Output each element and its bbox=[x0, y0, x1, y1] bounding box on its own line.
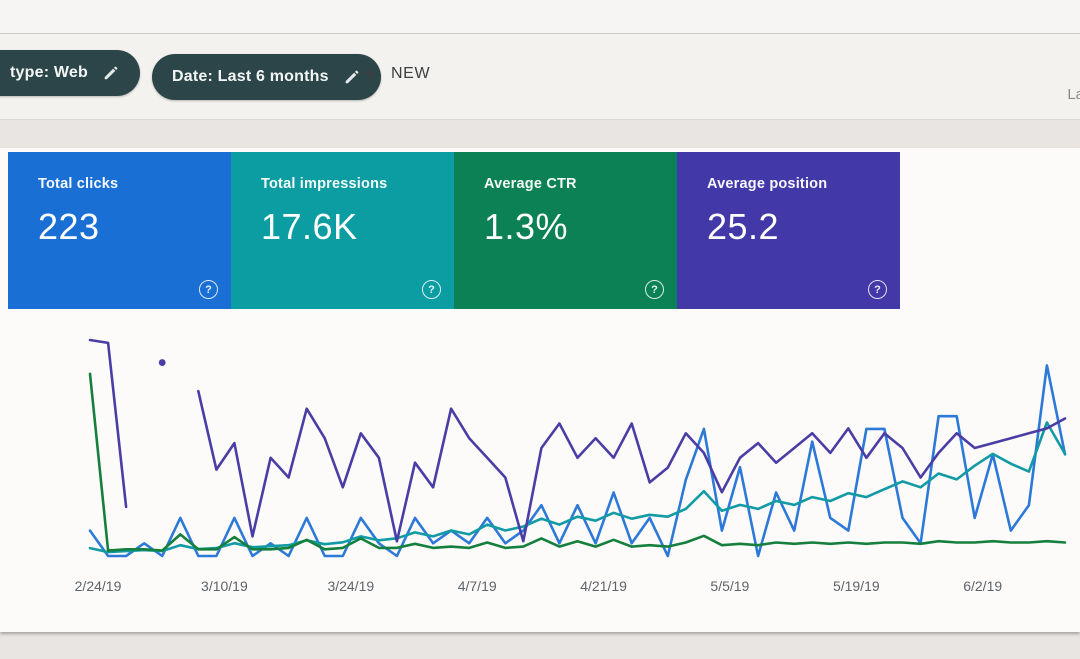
new-button-label: NEW bbox=[391, 65, 431, 82]
filter-chip-search-type[interactable]: type: Web bbox=[0, 50, 140, 96]
metric-card-value: 17.6K bbox=[261, 206, 358, 247]
help-icon[interactable]: ? bbox=[422, 280, 441, 299]
metric-card-value: 25.2 bbox=[707, 206, 780, 247]
metric-card-label: Average CTR bbox=[484, 176, 577, 192]
metric-card-label: Average position bbox=[707, 176, 828, 192]
x-axis-label: 4/21/19 bbox=[580, 578, 627, 594]
last-updated-text-truncated: La bbox=[1067, 86, 1080, 103]
metric-card-average-ctr[interactable]: Average CTR 1.3% ? bbox=[454, 152, 677, 309]
chart-line-impressions bbox=[88, 421, 1067, 554]
metric-card-value: 223 bbox=[38, 206, 100, 247]
performance-panel: Total clicks 223 ? Total impressions 17.… bbox=[0, 148, 1080, 632]
metric-card-value: 1.3% bbox=[484, 206, 569, 247]
x-axis-label: 6/2/19 bbox=[963, 578, 1002, 594]
metric-cards-row: Total clicks 223 ? Total impressions 17.… bbox=[8, 152, 900, 309]
performance-chart: 2/24/19 3/10/19 3/24/19 4/7/19 4/21/19 5/5/19… bbox=[0, 323, 1080, 623]
metric-card-total-clicks[interactable]: Total clicks 223 ? bbox=[8, 152, 231, 309]
filter-chip-date[interactable]: Date: Last 6 months bbox=[152, 54, 381, 100]
x-axis-label: 5/5/19 bbox=[710, 578, 749, 594]
metric-card-label: Total impressions bbox=[261, 176, 388, 192]
filter-chip-label: Date: Last 6 months bbox=[172, 68, 329, 85]
metric-card-average-position[interactable]: Average position 25.2 ? bbox=[677, 152, 900, 309]
x-axis-label: 5/19/19 bbox=[833, 578, 880, 594]
filter-bar: type: Web Date: Last 6 months + NEW La bbox=[0, 34, 1080, 120]
chart-line-position bbox=[197, 389, 1067, 543]
x-axis-label: 2/24/19 bbox=[75, 578, 122, 594]
metric-card-total-impressions[interactable]: Total impressions 17.6K ? bbox=[231, 152, 454, 309]
x-axis-label: 3/24/19 bbox=[327, 578, 374, 594]
help-icon[interactable]: ? bbox=[199, 280, 218, 299]
x-axis-label: 3/10/19 bbox=[201, 578, 248, 594]
plus-icon: + bbox=[363, 60, 378, 87]
screen-top-strip bbox=[0, 0, 1080, 34]
performance-chart-svg: 2/24/19 3/10/19 3/24/19 4/7/19 4/21/19 5/5/19… bbox=[75, 338, 1067, 594]
new-filter-button[interactable]: + NEW bbox=[363, 60, 431, 87]
x-axis-label: 4/7/19 bbox=[458, 578, 497, 594]
chart-point-position bbox=[158, 359, 166, 366]
metric-card-label: Total clicks bbox=[38, 176, 119, 192]
filter-chip-label: type: Web bbox=[10, 64, 88, 81]
help-icon[interactable]: ? bbox=[868, 280, 887, 299]
help-icon[interactable]: ? bbox=[645, 280, 664, 299]
pencil-icon[interactable] bbox=[343, 68, 361, 86]
chart-line-clicks bbox=[88, 364, 1067, 558]
pencil-icon[interactable] bbox=[102, 64, 120, 82]
chart-line-position bbox=[88, 338, 128, 509]
chart-line-ctr- bbox=[88, 372, 1067, 552]
